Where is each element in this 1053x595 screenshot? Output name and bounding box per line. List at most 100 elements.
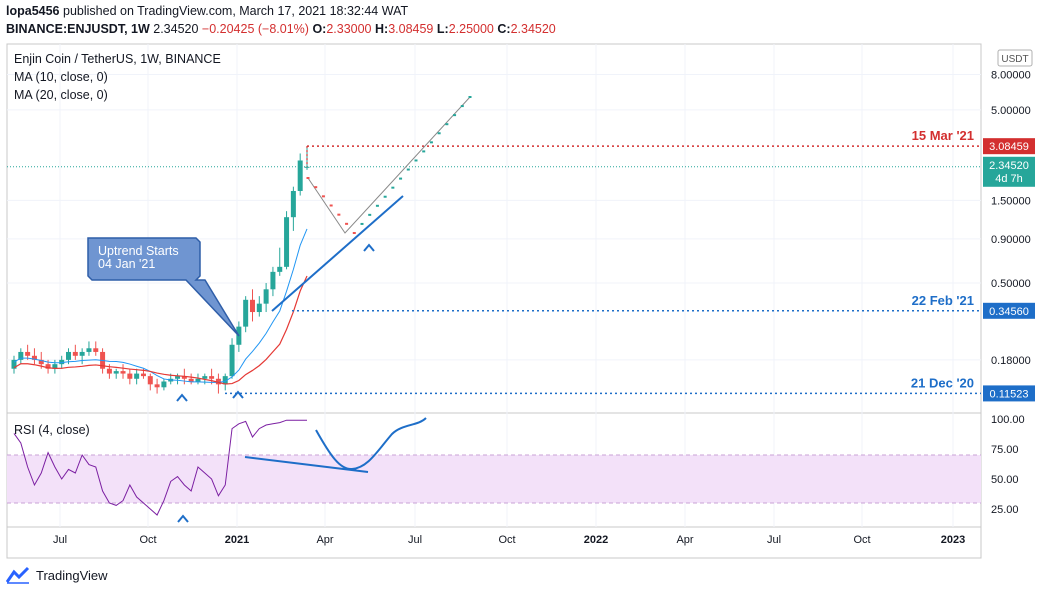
level-date-label: 21 Dec '20 [911,375,974,390]
publisher-name[interactable]: lopa5456 [6,4,60,18]
candle-body [120,371,126,374]
tradingview-footer[interactable]: TradingView [6,566,108,584]
ma10-line [13,228,308,383]
candle-body [59,359,65,365]
candle-body [222,376,228,385]
candle-body [45,364,51,369]
forecast-mark [406,168,410,171]
forecast-mark [453,114,457,117]
rsi-line [13,419,307,516]
candle-body [175,376,181,379]
y-tick-label: 5.00000 [991,105,1031,117]
currency-label: USDT [1001,54,1028,65]
up-arrow-marker [363,243,375,252]
ma20-legend[interactable]: MA (20, close, 0) [14,88,108,102]
level-price-tag [983,385,1035,402]
low-value: 2.25000 [448,22,494,36]
open-label: O: [312,22,327,36]
y-tick-label: 8.00000 [991,69,1031,81]
ma20-line [13,275,308,385]
level-date-label: 22 Feb '21 [912,293,974,308]
callout-line-1: Uptrend Starts [98,244,179,258]
candle-body [277,266,283,272]
level-price-tag [983,302,1035,319]
forecast-mark [321,195,325,198]
candle-body [25,351,31,356]
forecast-mark [345,222,349,225]
forecast-mark [337,213,341,216]
up-arrow-marker [177,514,189,523]
currency-badge [997,49,1033,67]
forecast-mark [399,177,403,180]
rsi-legend[interactable]: RSI (4, close) [14,423,90,437]
publish-info: lopa5456 published on TradingView.com, M… [6,4,408,18]
candle-body [38,359,44,365]
forecast-mark [368,213,372,216]
candle-body [202,376,208,379]
price-change: −0.20425 (−8.01%) [201,22,309,36]
countdown-text: 4d 7h [995,173,1023,185]
candle-body [154,384,160,388]
candle-body [161,381,167,388]
level-price-text: 3.08459 [989,141,1029,153]
forecast-mark [414,159,418,162]
x-tick-label: 2021 [225,534,249,546]
candle-body [93,348,99,352]
candle-body [215,378,221,385]
y-tick-label: 0.50000 [991,278,1031,290]
rsi-band [7,455,981,503]
candle-body [66,351,72,360]
candle-body [209,376,215,379]
level-price-text: 0.34560 [989,306,1029,318]
forecast-mark [352,232,356,234]
last-price: 2.34520 [153,22,199,36]
current-price-text: 2.34520 [989,160,1029,172]
open-value: 2.33000 [326,22,372,36]
x-tick-label: Jul [53,534,67,546]
candle-body [229,344,235,377]
brand-label: TradingView [36,567,108,583]
forecast-mark [429,141,433,144]
candle-body [270,271,276,290]
candle-body [188,378,194,382]
rsi-tick-label: 100.00 [991,414,1025,426]
candle-body [113,371,119,374]
x-tick-label: Oct [139,534,156,546]
x-tick-label: Jul [767,534,781,546]
candle-body [79,351,85,356]
candle-body [52,364,58,369]
high-value: 3.08459 [388,22,434,36]
candle-body [11,359,17,369]
x-tick-label: Oct [498,534,515,546]
up-arrow-marker [232,390,244,399]
projection-path [307,96,471,234]
ma10-legend[interactable]: MA (10, close, 0) [14,70,108,84]
forecast-mark [306,177,310,179]
candle-body [243,299,249,327]
forecast-mark [437,132,441,135]
x-tick-label: Apr [316,534,333,546]
candle-body [263,289,269,304]
forecast-mark [468,96,472,98]
candle-body [127,373,133,379]
y-tick-label: 0.90000 [991,234,1031,246]
rsi-projection-curve [315,417,427,470]
candle-body [31,355,37,360]
y-tick-label: 1.50000 [991,195,1031,207]
candle-body [256,303,262,313]
y-tick-label: 0.18000 [991,355,1031,367]
level-price-text: 0.11523 [990,388,1029,400]
candle-body [140,373,146,377]
x-tick-label: Apr [676,534,693,546]
forecast-mark [314,186,318,189]
candle-body [284,217,290,267]
forecast-mark [329,204,333,207]
candle-body [18,351,24,360]
forecast-mark [460,105,464,108]
callout-line-2: 04 Jan '21 [98,257,155,271]
candle-body [147,376,153,385]
high-label: H: [375,22,389,36]
chart-title: Enjin Coin / TetherUS, 1W, BINANCE [14,52,221,66]
level-date-label: 15 Mar '21 [912,128,974,143]
